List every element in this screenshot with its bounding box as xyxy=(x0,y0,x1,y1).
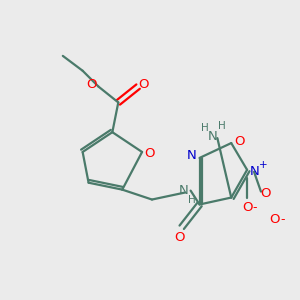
Text: N: N xyxy=(179,184,189,197)
Text: O: O xyxy=(270,213,280,226)
Text: O: O xyxy=(144,148,154,160)
Text: O: O xyxy=(175,231,185,244)
Text: H: H xyxy=(188,194,196,205)
Text: -: - xyxy=(280,213,285,226)
Text: +: + xyxy=(259,160,267,170)
Text: O: O xyxy=(242,201,252,214)
Text: -: - xyxy=(253,201,257,214)
Text: O: O xyxy=(234,135,244,148)
Text: N: N xyxy=(250,165,260,178)
Text: O: O xyxy=(138,78,148,91)
Text: H: H xyxy=(201,123,208,133)
Text: H: H xyxy=(218,121,226,131)
Text: O: O xyxy=(261,187,271,200)
Text: N: N xyxy=(208,130,217,142)
Text: N: N xyxy=(187,149,196,162)
Text: O: O xyxy=(86,78,97,91)
